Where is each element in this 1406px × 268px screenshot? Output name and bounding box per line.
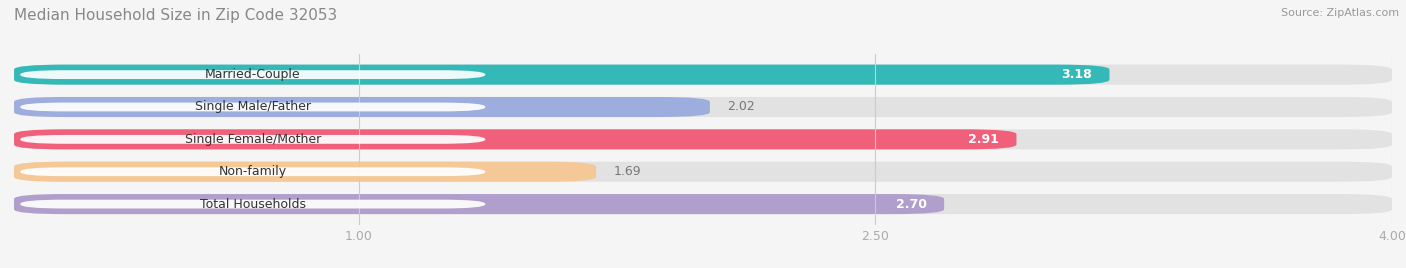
FancyBboxPatch shape [14, 65, 1109, 85]
Text: Single Male/Father: Single Male/Father [195, 100, 311, 113]
FancyBboxPatch shape [14, 194, 1392, 214]
FancyBboxPatch shape [20, 70, 485, 79]
FancyBboxPatch shape [14, 162, 596, 182]
Text: 3.18: 3.18 [1062, 68, 1092, 81]
Text: 2.70: 2.70 [896, 198, 927, 211]
FancyBboxPatch shape [20, 103, 485, 111]
Text: 2.91: 2.91 [969, 133, 1000, 146]
Text: Median Household Size in Zip Code 32053: Median Household Size in Zip Code 32053 [14, 8, 337, 23]
FancyBboxPatch shape [20, 200, 485, 209]
FancyBboxPatch shape [14, 162, 1392, 182]
Text: Non-family: Non-family [219, 165, 287, 178]
Text: Total Households: Total Households [200, 198, 305, 211]
FancyBboxPatch shape [14, 129, 1392, 149]
Text: 2.02: 2.02 [727, 100, 755, 113]
Text: 1.69: 1.69 [613, 165, 641, 178]
FancyBboxPatch shape [14, 97, 1392, 117]
FancyBboxPatch shape [14, 194, 945, 214]
FancyBboxPatch shape [20, 135, 485, 144]
FancyBboxPatch shape [20, 167, 485, 176]
Text: Single Female/Mother: Single Female/Mother [184, 133, 321, 146]
FancyBboxPatch shape [14, 97, 710, 117]
FancyBboxPatch shape [14, 129, 1017, 149]
Text: Married-Couple: Married-Couple [205, 68, 301, 81]
FancyBboxPatch shape [14, 65, 1392, 85]
Text: Source: ZipAtlas.com: Source: ZipAtlas.com [1281, 8, 1399, 18]
